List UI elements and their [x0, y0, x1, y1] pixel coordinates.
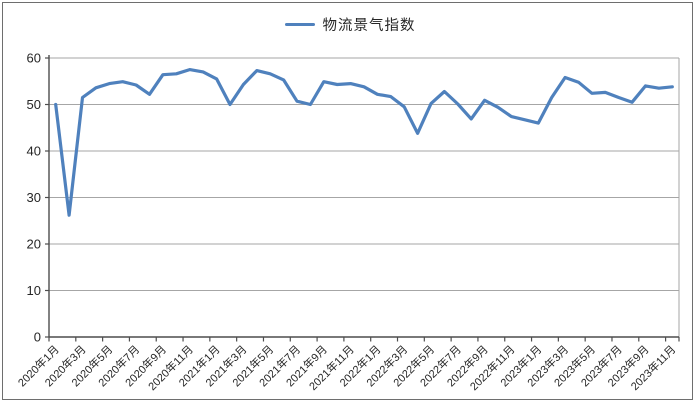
chart-frame: [2, 2, 693, 400]
legend-line-swatch-icon: [284, 22, 315, 27]
y-tick-label: 0: [34, 330, 41, 345]
y-tick-label: 40: [27, 144, 41, 159]
y-tick-label: 30: [27, 190, 41, 205]
legend-label: 物流景气指数: [322, 18, 416, 34]
y-tick-label: 60: [27, 51, 41, 66]
series-line: [54, 67, 674, 217]
y-tick-label: 10: [27, 283, 41, 298]
y-tick-label: 20: [27, 237, 41, 252]
chart-legend: 物流景气指数: [0, 14, 700, 35]
y-tick-label: 50: [27, 97, 41, 112]
